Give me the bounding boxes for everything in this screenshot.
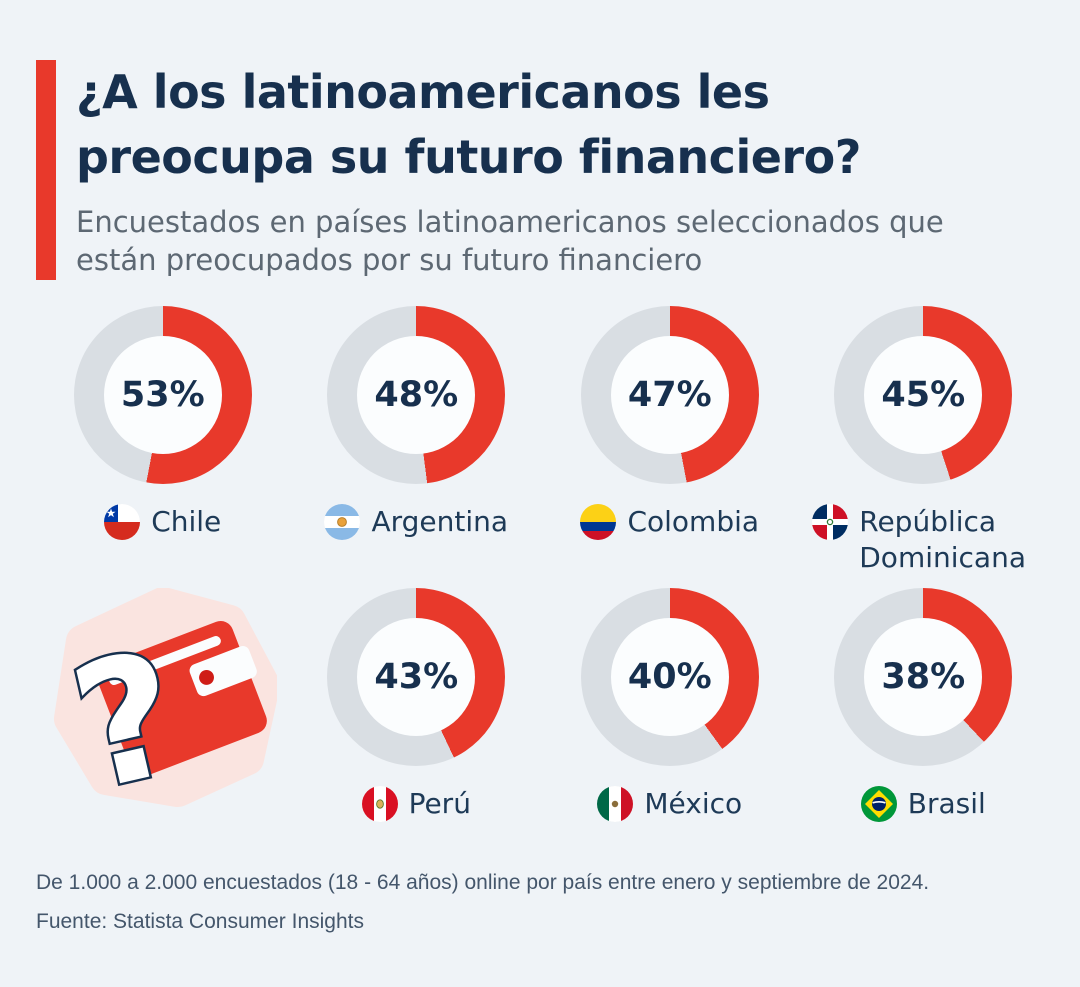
donut-value: 53% [120, 375, 205, 416]
donut-hole: 38% [864, 618, 983, 737]
footer-source: Fuente: Statista Consumer Insights [36, 910, 364, 934]
flag-argentina-icon [324, 504, 361, 541]
country-label: Colombia [627, 505, 760, 539]
donut-ring: 53% [73, 306, 252, 485]
donut-cell: 53% Chile [36, 306, 290, 576]
page-title: ¿A los latinoamericanos les preocupa su … [76, 65, 861, 185]
donut-ring: 48% [327, 306, 506, 485]
donut-value: 47% [627, 375, 712, 416]
country-label-group: Argentina [324, 504, 509, 541]
donut-value: 40% [627, 657, 712, 698]
country-label-group: Perú [361, 786, 471, 823]
donut-cell: 45% República Dominicana [797, 306, 1051, 576]
country-label-group: República Dominicana [812, 504, 1034, 576]
donut-row-1: 53% Chile 48% Argentina 47% Colombia [36, 306, 1050, 576]
country-label: Argentina [371, 505, 509, 539]
donut-cell: 40% México [543, 588, 797, 823]
donut-ring: 47% [580, 306, 759, 485]
footer: De 1.000 a 2.000 encuestados (18 - 64 añ… [36, 864, 1050, 942]
donut-hole: 47% [610, 336, 729, 455]
donut-value: 43% [374, 657, 459, 698]
donut-value: 38% [881, 657, 966, 698]
donut-cell: 48% Argentina [290, 306, 544, 576]
wallet-question-illustration: ? [53, 588, 277, 812]
donut-value: 48% [374, 375, 459, 416]
donut-hole: 40% [610, 618, 729, 737]
donut-cell: 38% Brasil [797, 588, 1051, 823]
page-subtitle: Encuestados en países latinoamericanos s… [76, 204, 944, 278]
flag-chile-icon [104, 504, 141, 541]
accent-bar [36, 60, 56, 281]
donut-hole: 48% [357, 336, 476, 455]
donut-hole: 43% [357, 618, 476, 737]
header: ¿A los latinoamericanos les preocupa su … [36, 60, 1050, 281]
wallet-icon [96, 621, 267, 777]
country-label: Chile [151, 505, 222, 539]
country-label: Perú [408, 787, 471, 821]
donut-hole: 53% [103, 336, 222, 455]
flag-dominican-republic-icon [812, 504, 849, 541]
donut-ring: 38% [834, 588, 1013, 767]
illustration-cell: ? [36, 588, 290, 822]
country-label-group: Colombia [580, 504, 760, 541]
flag-mexico-icon [597, 786, 634, 823]
country-label-group: México [597, 786, 743, 823]
country-label: República Dominicana [859, 505, 1026, 575]
donut-ring: 43% [327, 588, 506, 767]
footer-note: De 1.000 a 2.000 encuestados (18 - 64 añ… [36, 871, 930, 895]
donut-value: 45% [881, 375, 966, 416]
donut-hole: 45% [864, 336, 983, 455]
donut-ring: 40% [580, 588, 759, 767]
country-label-group: Brasil [860, 786, 986, 823]
country-label: Brasil [907, 787, 986, 821]
donut-cell: 43% Perú [290, 588, 544, 823]
flag-peru-icon [361, 786, 398, 823]
country-label-group: Chile [104, 504, 222, 541]
country-label: México [644, 787, 743, 821]
flag-colombia-icon [580, 504, 617, 541]
infographic: ¿A los latinoamericanos les preocupa su … [36, 60, 1051, 942]
donut-cell: 47% Colombia [543, 306, 797, 576]
flag-brazil-icon [860, 786, 897, 823]
donut-row-2: ? 43% Perú 40% México 38% [36, 588, 1051, 823]
donut-ring: 45% [834, 306, 1013, 485]
